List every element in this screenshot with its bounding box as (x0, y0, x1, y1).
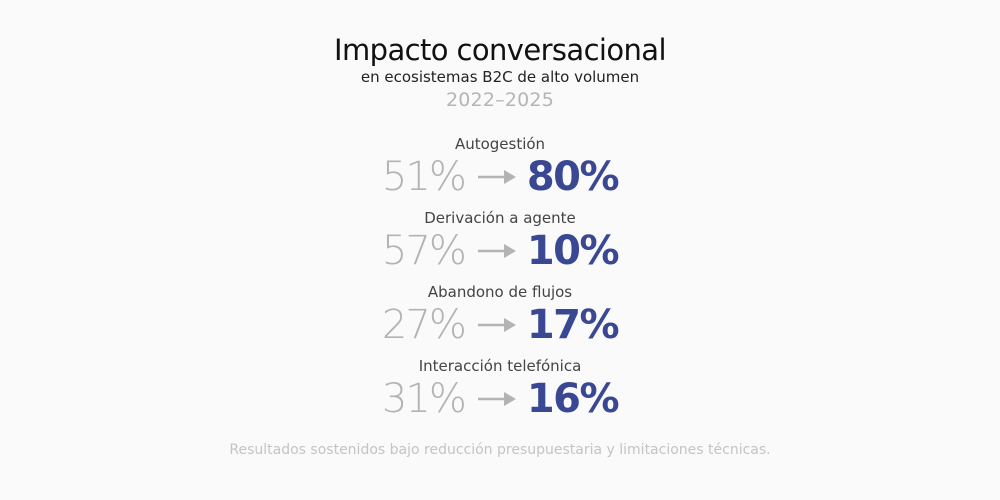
metric-autogestion: Autogestión 51% 80% (0, 133, 1000, 207)
metrics-list: Autogestión 51% 80% Derivación a agente … (0, 133, 1000, 429)
metric-values: 27% 17% (0, 303, 1000, 347)
metric-before-value: 51% (381, 154, 467, 200)
period-label: 2022–2025 (445, 89, 554, 111)
metric-label: Derivación a agente (424, 209, 576, 227)
metric-before-value: 31% (381, 376, 467, 422)
metric-values: 31% 16% (0, 377, 1000, 421)
metric-after-value: 10% (526, 228, 620, 274)
metric-values: 51% 80% (0, 155, 1000, 199)
arrow-right-icon (477, 244, 516, 258)
metric-label: Autogestión (454, 135, 546, 153)
page-title: Impacto conversacional (334, 33, 666, 67)
arrow-right-icon (477, 392, 516, 406)
metric-derivacion: Derivación a agente 57% 10% (0, 207, 1000, 281)
metric-label: Abandono de flujos (427, 283, 573, 301)
metric-telefonica: Interacción telefónica 31% 16% (0, 355, 1000, 429)
arrow-right-icon (477, 170, 516, 184)
metric-values: 57% 10% (0, 229, 1000, 273)
metric-label: Interacción telefónica (418, 357, 582, 375)
metric-abandono: Abandono de flujos 27% 17% (0, 281, 1000, 355)
metric-before-value: 27% (381, 302, 467, 348)
footer-note: Resultados sostenidos bajo reducción pre… (229, 442, 771, 458)
metric-after-value: 17% (526, 302, 620, 348)
arrow-right-icon (477, 318, 516, 332)
metric-after-value: 16% (526, 376, 620, 422)
metric-before-value: 57% (381, 228, 467, 274)
metric-after-value: 80% (526, 154, 620, 200)
page-subtitle: en ecosistemas B2C de alto volumen (360, 68, 640, 86)
header: Impacto conversacional en ecosistemas B2… (0, 30, 1000, 112)
